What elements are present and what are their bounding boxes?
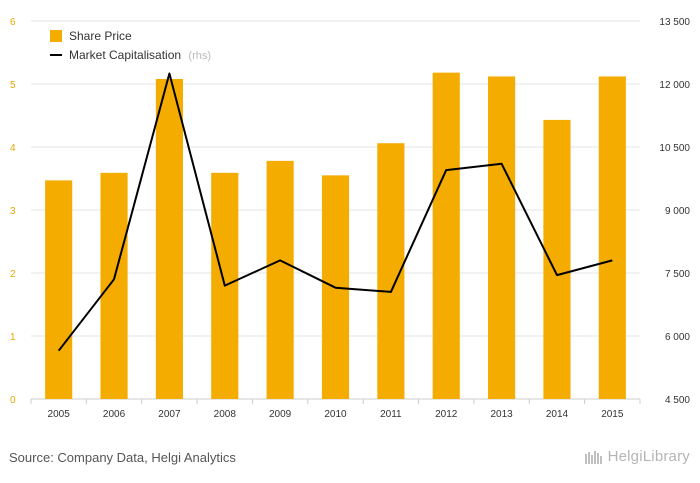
share-price-bar — [488, 76, 516, 399]
right-tick-label: 6 000 — [665, 332, 690, 343]
right-tick-label: 4 500 — [665, 395, 690, 406]
source-note: Source: Company Data, Helgi Analytics — [9, 450, 236, 465]
right-tick-label: 12 000 — [659, 80, 690, 91]
right-tick-label: 13 500 — [659, 17, 690, 28]
left-tick-label: 1 — [10, 332, 16, 343]
market-cap-line — [57, 72, 613, 352]
share-price-bar — [598, 76, 626, 399]
market-cap-line-group — [57, 72, 613, 352]
x-tick-label: 2011 — [380, 409, 402, 420]
legend-label-share-price: Share Price — [69, 29, 132, 43]
left-tick-label: 4 — [10, 143, 16, 154]
x-tick-label: 2006 — [103, 409, 126, 420]
helgi-library-logo: HelgiLibrary — [584, 448, 690, 465]
x-tick-label: 2012 — [435, 409, 458, 420]
right-tick-label: 10 500 — [659, 143, 690, 154]
legend-label-market-cap: Market Capitalisation (rhs) — [69, 48, 211, 62]
x-tick-label: 2008 — [214, 409, 237, 420]
left-axis-ticks: 0 1 2 3 4 5 6 — [10, 17, 16, 406]
legend: Share Price Market Capitalisation (rhs) — [50, 29, 211, 62]
x-tick-label: 2005 — [48, 409, 71, 420]
share-price-bar — [45, 180, 73, 399]
share-price-bar — [155, 78, 183, 400]
left-tick-label: 2 — [10, 269, 16, 280]
share-price-bar — [100, 172, 128, 399]
library-logo-icon — [584, 450, 602, 464]
x-axis-ticks: 2005 2006 2007 2008 2009 2010 2011 2012 2013 2014… — [30, 399, 641, 420]
share-price-bar — [543, 119, 571, 399]
chart: 0 1 2 3 4 5 6 4 500 6 000 7 500 9 000 10 500 12 000… — [10, 17, 690, 420]
share-price-bars — [45, 72, 626, 400]
legend-swatch-share-price — [50, 30, 62, 42]
left-tick-label: 5 — [10, 80, 16, 91]
x-tick-label: 2007 — [158, 409, 181, 420]
legend-label-market-cap-text: Market Capitalisation — [69, 48, 181, 62]
logo-text: HelgiLibrary — [607, 448, 690, 465]
right-tick-label: 9 000 — [665, 206, 690, 217]
right-axis-ticks: 4 500 6 000 7 500 9 000 10 500 12 000 13 500 — [659, 17, 690, 406]
right-tick-label: 7 500 — [665, 269, 690, 280]
left-tick-label: 0 — [10, 395, 16, 406]
x-tick-label: 2015 — [601, 409, 624, 420]
legend-label-rhs: (rhs) — [188, 50, 211, 62]
x-tick-label: 2014 — [546, 409, 569, 420]
share-price-bar — [266, 160, 294, 399]
share-price-bar — [432, 72, 460, 399]
x-tick-label: 2013 — [490, 409, 513, 420]
x-tick-label: 2009 — [269, 409, 292, 420]
left-tick-label: 3 — [10, 206, 16, 217]
x-tick-label: 2010 — [324, 409, 347, 420]
left-tick-label: 6 — [10, 17, 16, 28]
